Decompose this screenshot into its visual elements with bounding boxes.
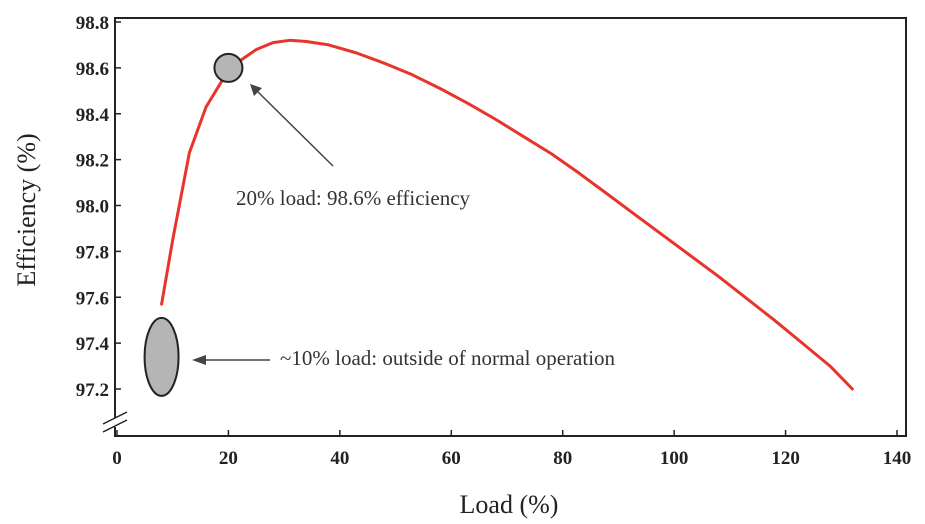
- y-axis-ticks: 98.8 98.6 98.4 98.2 98.0 97.8 97.6 97.4 97.2: [76, 13, 121, 401]
- annotation-20pct: 20% load: 98.6% efficiency: [213, 52, 471, 210]
- efficiency-series-line: [160, 38, 854, 391]
- y-tick-label: 97.8: [76, 242, 109, 263]
- x-tick-label: 140: [883, 448, 912, 469]
- axis-break-slash: [102, 419, 128, 433]
- annotation-arrowhead-20pct: [250, 84, 262, 96]
- y-axis-break-marks: [102, 411, 128, 433]
- y-tick-label: 97.2: [76, 380, 109, 401]
- x-tick-label: 120: [771, 448, 800, 469]
- x-tick-label: 0: [112, 448, 122, 469]
- x-tick-label: 40: [330, 448, 349, 469]
- x-tick-label: 100: [660, 448, 689, 469]
- y-tick-label: 98.2: [76, 151, 109, 172]
- y-tick-label: 98.6: [76, 59, 109, 80]
- annotation-text-20pct: 20% load: 98.6% efficiency: [236, 186, 471, 210]
- y-axis-title: Efficiency (%): [12, 133, 41, 286]
- x-tick-label: 20: [219, 448, 238, 469]
- annotation-text-10pct: ~10% load: outside of normal operation: [280, 346, 616, 370]
- y-tick-label: 98.0: [76, 197, 109, 218]
- annotation-10pct: ~10% load: outside of normal operation: [143, 316, 616, 397]
- x-tick-label: 60: [442, 448, 461, 469]
- x-tick-label: 80: [553, 448, 572, 469]
- y-tick-label: 97.4: [76, 334, 110, 355]
- y-tick-label: 98.8: [76, 13, 109, 34]
- annotation-arrow-20pct: [257, 91, 334, 167]
- axis-break-gap: [111, 418, 119, 427]
- annotation-arrowhead-10pct: [192, 355, 206, 365]
- axis-break-slash: [102, 411, 128, 425]
- y-tick-label: 98.4: [76, 105, 110, 126]
- marker-10pct-load: [143, 316, 180, 397]
- marker-20pct-load: [213, 52, 244, 83]
- x-axis-title: Load (%): [460, 490, 559, 519]
- y-tick-label: 97.6: [76, 288, 109, 309]
- plot-frame: [114, 17, 907, 437]
